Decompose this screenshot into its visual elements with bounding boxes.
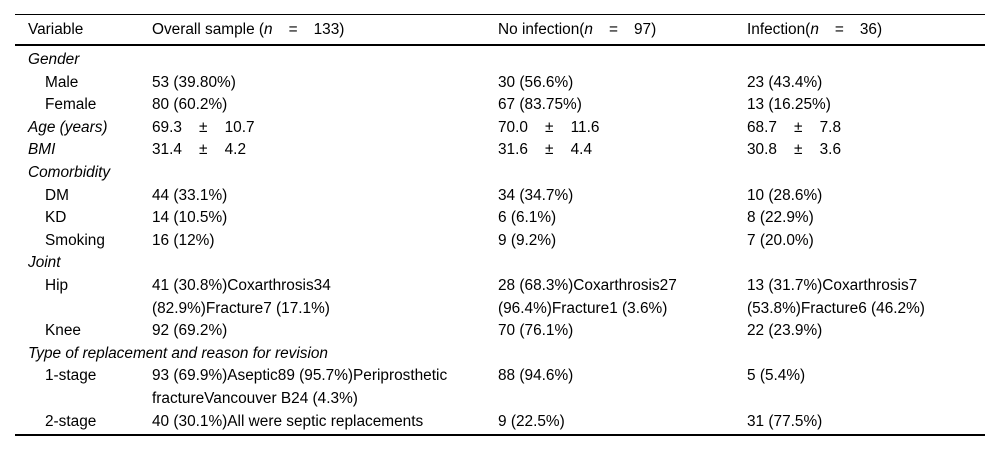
- header-label: Overall sample (: [152, 21, 265, 38]
- cell-no-infection: 88 (94.6%): [498, 367, 574, 385]
- row-female: Female 80 (60.2%) 67 (83.75%) 13 (16.25%…: [15, 94, 985, 117]
- cell-infection: 22 (23.9%): [747, 322, 823, 340]
- cell-overall: 41 (30.8%)Coxarthrosis34 (82.9%)Fracture…: [152, 276, 331, 317]
- header-n-symbol: n: [264, 21, 273, 38]
- cell-infection: 30.8 ± 3.6: [747, 141, 842, 159]
- row-label: Male: [45, 73, 79, 91]
- cell-infection: 5 (5.4%): [747, 367, 806, 385]
- header-equals: =: [608, 21, 618, 38]
- cell-infection: 7 (20.0%): [747, 231, 814, 249]
- cell-overall: 53 (39.80%): [152, 73, 236, 91]
- cell-infection: 68.7 ± 7.8: [747, 118, 842, 136]
- cell-infection: 31 (77.5%): [747, 412, 823, 430]
- row-kd: KD 14 (10.5%) 6 (6.1%) 8 (22.9%): [15, 207, 985, 230]
- row-smoking: Smoking 16 (12%) 9 (9.2%) 7 (20.0%): [15, 230, 985, 253]
- cell-overall: 93 (69.9%)Aseptic89 (95.7%)Periprostheti…: [152, 367, 448, 407]
- row-bmi: BMI 31.4 ± 4.2 31.6 ± 4.4 30.8 ± 3.6: [15, 139, 985, 162]
- column-header-variable: Variable: [28, 21, 84, 38]
- section-label: Gender: [28, 51, 80, 68]
- column-header-no-infection: No infection(n = 97): [498, 22, 747, 38]
- cell-infection: 8 (22.9%): [747, 209, 814, 227]
- cell-no-infection: 6 (6.1%): [498, 209, 557, 227]
- row-label: Age (years): [28, 118, 108, 136]
- row-comorbidity: Comorbidity: [15, 162, 985, 185]
- cell-infection: 13 (16.25%): [747, 96, 831, 114]
- cell-no-infection: 30 (56.6%): [498, 73, 574, 91]
- cell-no-infection: 9 (9.2%): [498, 231, 557, 249]
- cell-no-infection: 67 (83.75%): [498, 96, 582, 114]
- row-label: BMI: [28, 141, 56, 159]
- row-knee: Knee 92 (69.2%) 70 (76.1%) 22 (23.9%): [15, 320, 985, 343]
- row-age: Age (years) 69.3 ± 10.7 70.0 ± 11.6 68.7…: [15, 117, 985, 140]
- header-count: 97): [633, 21, 657, 38]
- cell-infection: 13 (31.7%)Coxarthrosis7 (53.8%)Fracture6…: [747, 276, 925, 317]
- row-label: Female: [45, 96, 97, 114]
- header-count: 133): [313, 21, 345, 38]
- table-body: Gender Male 53 (39.80%) 30 (56.6%) 23 (4…: [15, 46, 985, 437]
- header-label: No infection(: [498, 21, 585, 38]
- cell-overall: 92 (69.2%): [152, 322, 228, 340]
- table-header-row: Variable Overall sample (n = 133) No infec…: [15, 14, 985, 46]
- column-header-overall-sample: Overall sample (n = 133): [152, 22, 498, 38]
- row-male: Male 53 (39.80%) 30 (56.6%) 23 (43.4%): [15, 72, 985, 95]
- row-gender: Gender: [15, 49, 985, 72]
- cell-infection: 10 (28.6%): [747, 186, 823, 204]
- row-type-of-replacement: Type of replacement and reason for revis…: [15, 343, 985, 366]
- row-hip: Hip 41 (30.8%)Coxarthrosis34 (82.9%)Frac…: [15, 275, 985, 320]
- cell-no-infection: 70 (76.1%): [498, 322, 574, 340]
- cell-no-infection: 9 (22.5%): [498, 412, 565, 430]
- cell-overall: 44 (33.1%): [152, 186, 228, 204]
- header-count: 36): [859, 21, 883, 38]
- row-label: KD: [45, 209, 67, 227]
- section-label: Joint: [28, 254, 61, 272]
- cell-overall: 80 (60.2%): [152, 96, 228, 114]
- row-label: Smoking: [45, 231, 105, 249]
- row-dm: DM 44 (33.1%) 34 (34.7%) 10 (28.6%): [15, 185, 985, 208]
- header-label: Infection(: [747, 21, 811, 38]
- cell-overall: 40 (30.1%)All were septic replacements: [152, 412, 424, 430]
- clinical-table: Variable Overall sample (n = 133) No infec…: [15, 14, 985, 437]
- cell-overall: 14 (10.5%): [152, 209, 228, 227]
- header-equals: =: [288, 21, 298, 38]
- cell-no-infection: 31.6 ± 4.4: [498, 141, 593, 159]
- cell-overall: 69.3 ± 10.7: [152, 118, 255, 136]
- row-label: Knee: [45, 322, 81, 340]
- column-header-infection: Infection(n = 36): [747, 22, 985, 38]
- section-label: Comorbidity: [28, 163, 111, 181]
- cell-no-infection: 28 (68.3%)Coxarthrosis27 (96.4%)Fracture…: [498, 276, 677, 317]
- header-equals: =: [834, 21, 844, 38]
- cell-no-infection: 70.0 ± 11.6: [498, 118, 600, 136]
- cell-overall: 16 (12%): [152, 231, 215, 249]
- header-n-symbol: n: [810, 21, 819, 38]
- cell-no-infection: 34 (34.7%): [498, 186, 574, 204]
- header-n-symbol: n: [584, 21, 593, 38]
- row-1-stage: 1-stage 93 (69.9%)Aseptic89 (95.7%)Perip…: [15, 365, 985, 410]
- row-label: 1-stage: [45, 367, 97, 385]
- row-2-stage: 2-stage 40 (30.1%)All were septic replac…: [15, 411, 985, 434]
- row-label: 2-stage: [45, 412, 97, 430]
- row-label: Hip: [45, 276, 69, 294]
- row-joint: Joint: [15, 252, 985, 275]
- row-label: DM: [45, 186, 69, 204]
- cell-infection: 23 (43.4%): [747, 73, 823, 91]
- cell-overall: 31.4 ± 4.2: [152, 141, 247, 159]
- section-label: Type of replacement and reason for revis…: [28, 344, 328, 362]
